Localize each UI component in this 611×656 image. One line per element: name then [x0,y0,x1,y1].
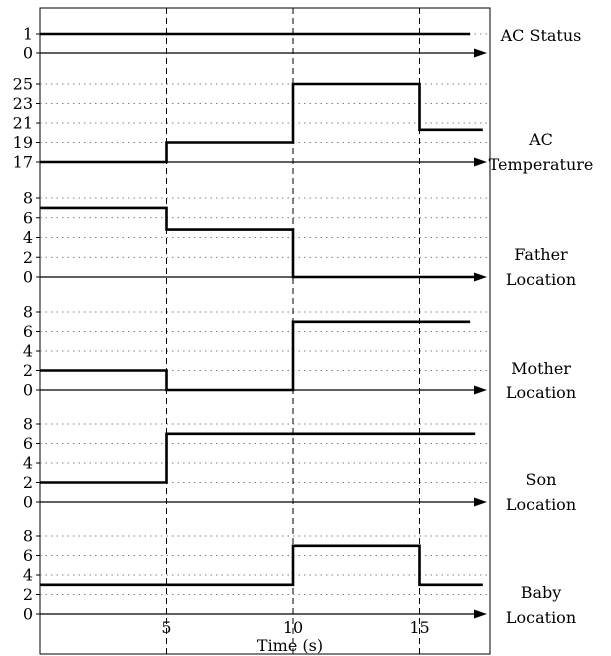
y-tick-label: 6 [23,208,33,227]
y-tick-label: 8 [23,527,33,546]
y-tick-label: 8 [23,189,33,208]
series-line [40,206,483,279]
y-tick-label: 6 [23,546,33,565]
y-tick-label: 23 [13,94,33,113]
x-tick-label: 15 [409,618,429,637]
panel-label: Baby [521,583,562,602]
y-tick-label: 4 [23,342,33,361]
y-tick-label: 8 [23,303,33,322]
panel-label: Son [526,470,557,489]
grid-layer [40,33,490,595]
y-tick-label: 0 [23,381,33,400]
y-tick-label: 0 [23,44,33,63]
y-tick-label: 0 [23,605,33,624]
y-tick-label: 17 [13,153,33,172]
y-tick-label: 1 [23,25,33,44]
panel-label: Location [506,270,576,289]
y-tick-label: 2 [23,361,33,380]
panel-label: Location [506,383,576,402]
x-axis: Time (s) 5 10 15 [161,618,429,655]
series-line [40,320,471,392]
y-tick-label: 4 [23,228,33,247]
series-line [40,544,483,587]
series-line [40,82,483,164]
y-tick-label: 6 [23,434,33,453]
y-tick-label: 2 [23,473,33,492]
panel-label: Temperature [489,155,594,174]
x-axis-label: Time (s) [257,636,323,655]
y-tick-label: 0 [23,268,33,287]
y-tick-label: 4 [23,454,33,473]
y-tick-label: 25 [13,75,33,94]
panel-label: Father [514,245,568,264]
panel-label: AC Status [500,26,582,45]
y-tick-label: 19 [13,133,33,152]
y-tick-label: 21 [13,114,33,133]
y-tick-label: 4 [23,566,33,585]
panel-label: Location [506,495,576,514]
axis-arrow-icon [474,48,487,58]
y-tick-label: 0 [23,493,33,512]
panel-labels: AC Status AC Temperature Father Location Moth… [489,26,594,627]
panel-label: Mother [511,359,571,378]
y-tick-label: 6 [23,322,33,341]
y-tick-label: 2 [23,585,33,604]
panel-label: Location [506,608,576,627]
plot-frame [39,7,491,655]
series-layer [40,32,483,587]
axis-arrow-icon [474,609,487,619]
x-tick-label: 10 [283,618,303,637]
y-tick-label: 2 [23,248,33,267]
axis-arrow-icon [474,385,487,395]
series-line [40,432,476,484]
axis-arrow-icon [474,157,487,167]
x-tick-label: 5 [161,618,171,637]
y-tick-label: 8 [23,415,33,434]
axis-arrow-icon [474,497,487,507]
panel-label: AC [528,130,553,149]
